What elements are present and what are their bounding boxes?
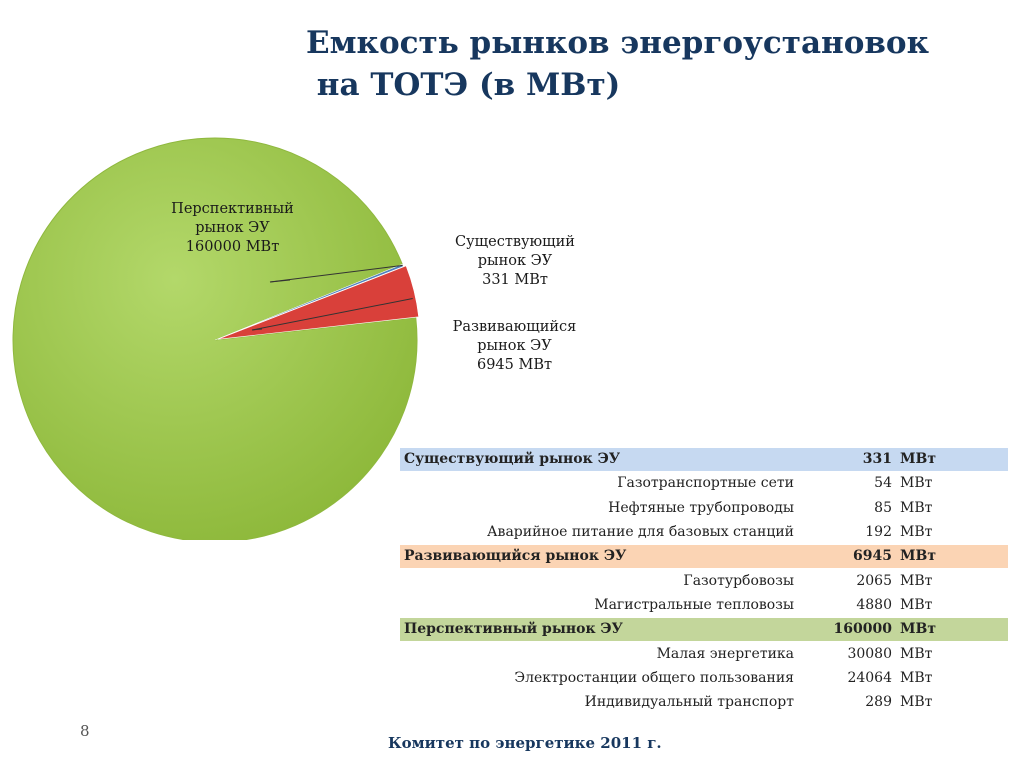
pie-slice-existing [214, 263, 404, 341]
pie-label-line: 331 МВт [482, 272, 548, 288]
row-name: Газотурбовозы [683, 572, 794, 589]
row-unit: МВт [900, 645, 933, 662]
table-row: Индивидуальный транспорт 289 МВт [400, 690, 1008, 715]
pie-slice-perspective [12, 137, 418, 540]
pie-label-line: Перспективный [171, 201, 294, 217]
table-row: Нефтяные трубопроводы 85 МВт [400, 496, 1008, 521]
row-unit: МВт [900, 669, 933, 686]
row-value: 85 [874, 499, 892, 516]
footer-text: Комитет по энергетике 2011 г. [388, 734, 662, 752]
row-name: Развивающийся рынок ЭУ [404, 548, 627, 565]
slide-title-line-2: на ТОТЭ (в МВт) [306, 67, 621, 103]
row-name: Нефтяные трубопроводы [608, 499, 794, 516]
pie-label-line: Существующий [455, 234, 575, 250]
row-name: Газотранспортные сети [617, 475, 794, 492]
table-row: Малая энергетика 30080 МВт [400, 642, 1008, 667]
pie-label-line: рынок ЭУ [477, 253, 553, 269]
row-unit: МВт [900, 596, 933, 613]
row-value: 24064 [847, 669, 892, 686]
row-value: 30080 [847, 645, 892, 662]
table-group-row: Перспективный рынок ЭУ 160000 МВт [400, 617, 1008, 642]
pie-label-perspective: Перспективный рынок ЭУ 160000 МВт [150, 200, 315, 257]
row-name: Существующий рынок ЭУ [404, 451, 621, 468]
market-table: Существующий рынок ЭУ 331 МВт Газотранспорт… [400, 448, 1008, 715]
pie-slices [12, 137, 419, 540]
pie-leader-lines [251, 264, 413, 331]
page-number: 8 [80, 722, 90, 740]
leader-elbow-existing [269, 279, 291, 283]
row-name: Малая энергетика [656, 645, 794, 662]
row-name: Индивидуальный транспорт [584, 694, 794, 711]
row-value: 4880 [856, 596, 892, 613]
pie-label-line: Развивающийся [452, 319, 577, 335]
row-value: 6945 [853, 548, 892, 565]
table-row: Аварийное питание для базовых станций 192… [400, 520, 1008, 545]
row-value: 160000 [833, 621, 892, 638]
pie-label-existing: Существующий рынок ЭУ 331 МВт [435, 233, 595, 290]
row-value: 192 [865, 524, 892, 541]
pie-label-line: рынок ЭУ [195, 220, 270, 236]
pie-label-line: рынок ЭУ [477, 338, 552, 354]
row-name: Электростанции общего пользования [514, 669, 794, 686]
row-value: 331 [862, 451, 892, 468]
table-row: Газотранспортные сети 54 МВт [400, 472, 1008, 497]
market-table-body: Существующий рынок ЭУ 331 МВт Газотранспорт… [400, 448, 1008, 715]
row-value: 289 [865, 694, 892, 711]
row-unit: МВт [900, 548, 937, 565]
row-unit: МВт [900, 499, 933, 516]
pie-label-developing: Развивающийся рынок ЭУ 6945 МВт [432, 318, 597, 375]
slide-title: Емкость рынков энергоустановок на ТОТЭ (… [306, 22, 1006, 106]
row-unit: МВт [900, 621, 937, 638]
row-unit: МВт [900, 451, 937, 468]
leader-line-developing [251, 298, 413, 331]
pie-chart [12, 137, 419, 540]
slide-title-line-1: Емкость рынков энергоустановок [306, 25, 929, 61]
pie-label-line: 160000 МВт [185, 239, 280, 255]
table-row: Магистральные тепловозы 4880 МВт [400, 593, 1008, 618]
leader-line-existing [269, 264, 403, 283]
table-row: Газотурбовозы 2065 МВт [400, 569, 1008, 594]
row-unit: МВт [900, 694, 933, 711]
pie-label-line: 6945 МВт [476, 357, 553, 373]
pie-slice-developing [217, 265, 419, 340]
row-unit: МВт [900, 475, 933, 492]
row-value: 54 [874, 475, 892, 492]
row-name: Магистральные тепловозы [594, 596, 794, 613]
row-unit: МВт [900, 524, 933, 541]
row-unit: МВт [900, 572, 933, 589]
table-row: Электростанции общего пользования 24064 МВ… [400, 666, 1008, 691]
row-name: Аварийное питание для базовых станций [486, 524, 794, 541]
row-name: Перспективный рынок ЭУ [404, 621, 623, 638]
row-value: 2065 [856, 572, 892, 589]
leader-elbow-developing [251, 328, 263, 331]
table-group-row: Существующий рынок ЭУ 331 МВт [400, 448, 1008, 472]
table-group-row: Развивающийся рынок ЭУ 6945 МВт [400, 544, 1008, 569]
